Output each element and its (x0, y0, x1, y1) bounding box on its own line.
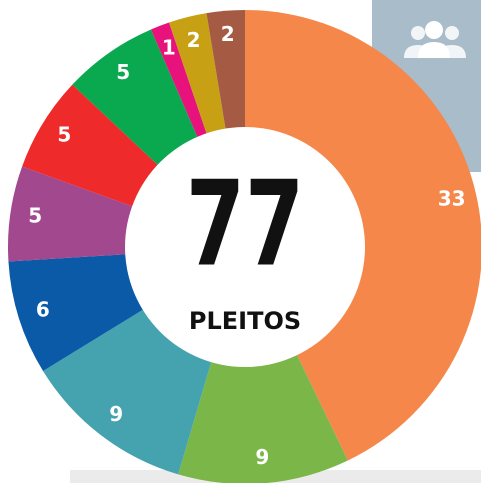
slice-label: 9 (109, 402, 123, 426)
slice-label: 6 (36, 297, 50, 321)
total: 77 (186, 157, 304, 294)
slice-label: 5 (57, 123, 71, 147)
people-icon (404, 21, 466, 58)
donut-hole (125, 127, 365, 367)
slice-label: 5 (116, 60, 130, 84)
slice-label: 33 (438, 186, 466, 210)
center-label: PLEITOS (189, 307, 301, 335)
slice-label: 1 (162, 36, 176, 60)
slice-label: 9 (255, 445, 269, 469)
slice-label: 5 (28, 203, 42, 227)
slice-label: 2 (221, 22, 235, 46)
slice-label: 2 (187, 28, 201, 52)
